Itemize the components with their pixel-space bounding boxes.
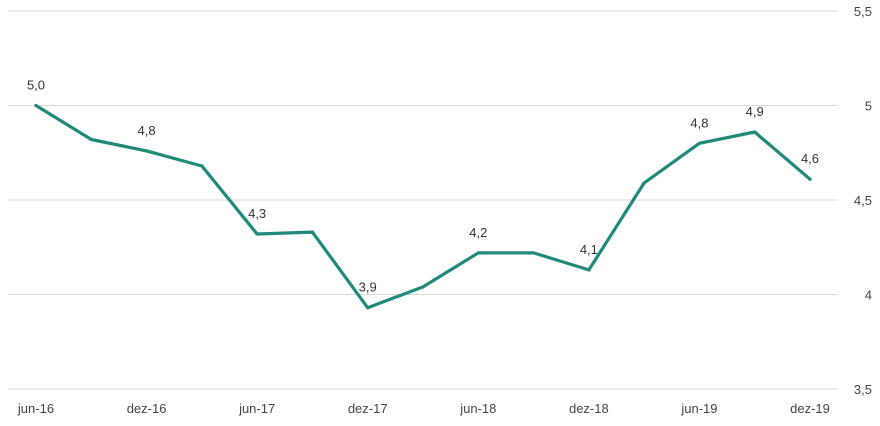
data-point bbox=[531, 251, 536, 255]
y-axis-ticks: 3,5 4 4,5 5 5,5 bbox=[854, 4, 872, 397]
data-point bbox=[366, 306, 370, 310]
data-point bbox=[200, 164, 204, 168]
y-tick-label: 4 bbox=[865, 288, 872, 303]
data-point bbox=[808, 177, 812, 181]
data-point bbox=[476, 251, 480, 255]
data-point bbox=[587, 268, 591, 272]
data-point bbox=[144, 149, 149, 153]
data-label: 4,6 bbox=[801, 151, 819, 166]
data-point bbox=[697, 141, 702, 145]
y-tick-label: 5,5 bbox=[854, 4, 872, 19]
x-axis-ticks: jun-16 dez-16 jun-17 dez-17 jun-18 dez-18 jun-… bbox=[17, 401, 830, 416]
data-point bbox=[89, 137, 93, 142]
x-tick-label: jun-17 bbox=[238, 401, 275, 416]
data-point bbox=[421, 285, 425, 289]
x-tick-label: jun-19 bbox=[680, 401, 717, 416]
data-label: 3,9 bbox=[359, 280, 377, 295]
y-tick-label: 4,5 bbox=[854, 193, 872, 208]
x-tick-label: jun-16 bbox=[17, 401, 54, 416]
x-tick-label: dez-18 bbox=[569, 401, 609, 416]
x-tick-label: jun-18 bbox=[459, 401, 496, 416]
data-point bbox=[255, 232, 259, 236]
data-label: 4,3 bbox=[248, 206, 266, 221]
data-label: 4,2 bbox=[469, 225, 487, 240]
data-point bbox=[753, 130, 757, 134]
x-tick-label: dez-17 bbox=[348, 401, 388, 416]
y-tick-label: 3,5 bbox=[854, 382, 872, 397]
data-labels: 5,0 4,8 4,3 3,9 4,2 4,1 4,8 4,9 4,6 bbox=[27, 78, 819, 295]
data-label: 5,0 bbox=[27, 78, 45, 93]
data-label: 4,1 bbox=[580, 242, 598, 257]
data-point bbox=[310, 230, 315, 234]
data-point bbox=[642, 181, 646, 185]
x-tick-label: dez-16 bbox=[127, 401, 167, 416]
y-tick-label: 5 bbox=[865, 99, 872, 114]
series-group bbox=[34, 103, 812, 310]
x-tick-label: dez-19 bbox=[790, 401, 830, 416]
data-label: 4,8 bbox=[138, 123, 156, 138]
data-label: 4,9 bbox=[746, 104, 764, 119]
data-point bbox=[34, 103, 38, 108]
data-label: 4,8 bbox=[690, 115, 708, 130]
gridlines bbox=[8, 10, 838, 390]
